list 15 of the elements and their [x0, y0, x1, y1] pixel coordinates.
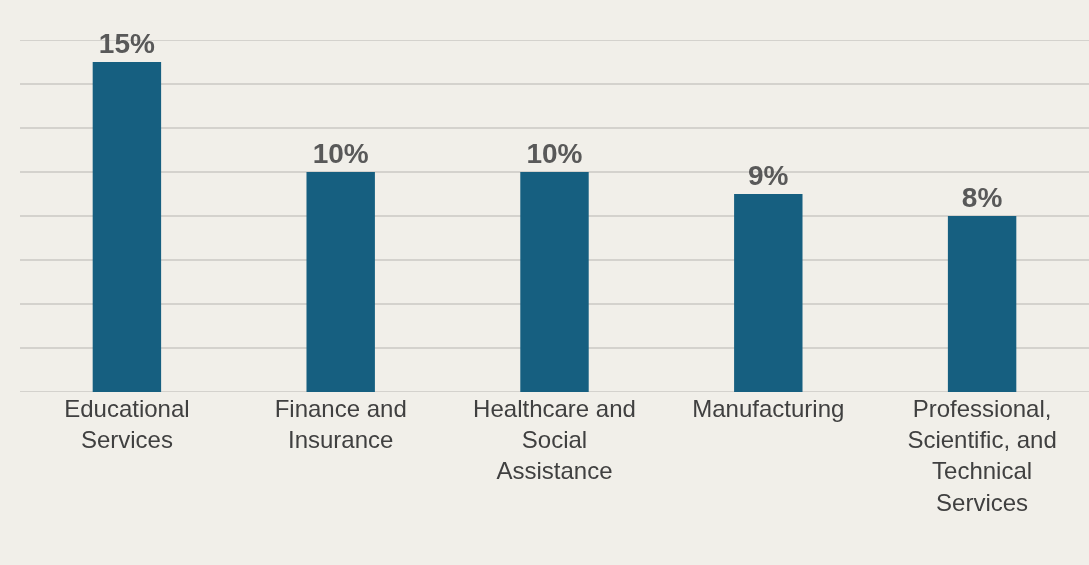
- x-tick-label: Professional, Scientific, and Technical Services: [907, 395, 1057, 516]
- data-label: 9%: [748, 160, 789, 191]
- x-tick-label: Finance and Insurance: [274, 395, 407, 454]
- bar: [734, 194, 803, 392]
- bar: [92, 62, 162, 392]
- data-label: 10%: [526, 138, 583, 169]
- bar: [306, 172, 375, 392]
- x-tick-label: Manufacturing: [692, 395, 845, 422]
- data-label: 10%: [312, 138, 369, 169]
- x-tick-label: Educational Services: [64, 395, 190, 454]
- bar: [520, 172, 589, 392]
- data-label: 8%: [961, 182, 1003, 213]
- x-tick-label: Healthcare and Social Assistance: [473, 395, 636, 485]
- data-label: 15%: [98, 28, 155, 59]
- bar: [947, 216, 1017, 392]
